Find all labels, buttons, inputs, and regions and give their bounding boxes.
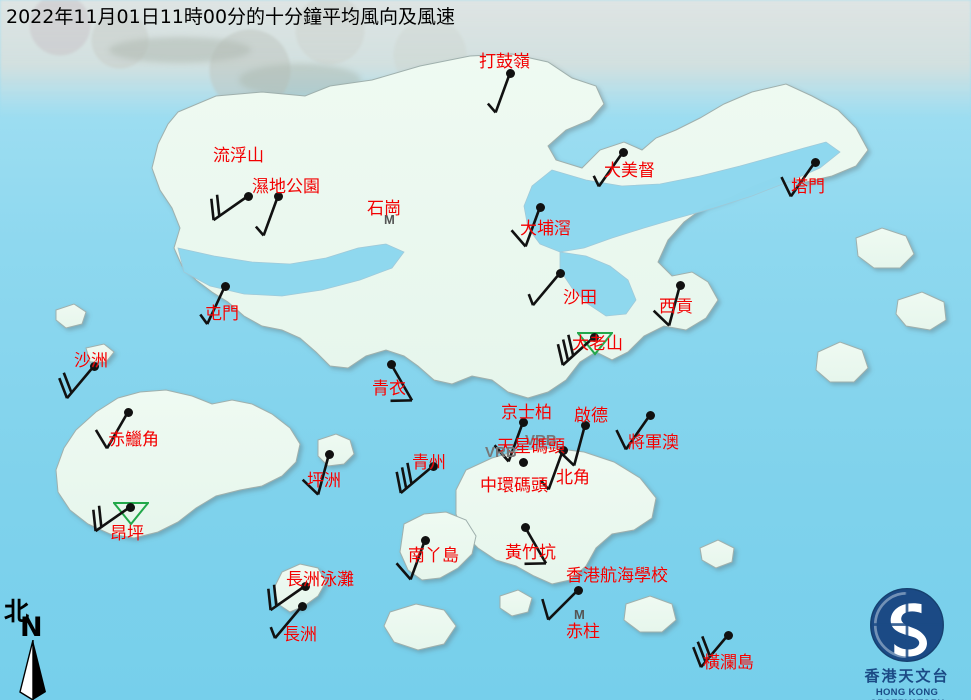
wind-barb-icon (615, 414, 652, 451)
wind-barb-icon (780, 161, 817, 198)
station-label: 天星碼頭 (497, 437, 565, 457)
map-title: 2022年11月01日11時00分的十分鐘平均風向及風速 (6, 6, 456, 28)
station-label: 大埔滘 (520, 219, 571, 239)
compass-north-cn: 北 (4, 597, 30, 626)
station-label: 長洲 (283, 625, 317, 645)
wind-barb-icon (58, 365, 95, 400)
wind-barb-icon (692, 634, 729, 669)
station-dot (89, 361, 99, 371)
wind-barb-icon (510, 206, 542, 248)
wind-barb-icon (269, 605, 303, 640)
station-label: 啟德 (574, 406, 608, 426)
station-label: 青州 (412, 453, 446, 473)
wind-barb-icon (523, 526, 548, 566)
station-label: 屯門 (205, 304, 239, 324)
wind-barb-icon (592, 151, 625, 188)
wind-barb-icon (267, 584, 306, 612)
wind-barb-icon (94, 411, 130, 450)
station-dot (645, 410, 655, 420)
wind-barb-icon (395, 539, 427, 581)
wind-barb-icon (254, 195, 280, 237)
station-label: 將軍澳 (628, 433, 679, 453)
wind-barb-icon (556, 334, 595, 367)
station-dot (518, 457, 528, 467)
station-label: 長洲泳灘 (286, 570, 354, 590)
wind-barb-icon (92, 505, 131, 533)
wind-barb-icon (652, 284, 682, 327)
wind-barb-icon (541, 589, 579, 621)
hko-emblem-icon (870, 588, 944, 662)
station-label: 大美督 (604, 161, 655, 181)
variable-direction-flag: VRB (485, 444, 517, 461)
wind-barb-icon (539, 449, 565, 491)
station-label: 橫瀾島 (703, 653, 754, 673)
station-label: 沙田 (563, 288, 597, 308)
station-label: 西貢 (659, 297, 693, 317)
station-label: 赤柱 (566, 622, 600, 642)
missing-data-flag: M (384, 212, 395, 227)
station-label: 青衣 (372, 379, 406, 399)
wind-barb-icon (301, 453, 331, 496)
missing-data-flag: M (574, 607, 585, 622)
station-label: 坪洲 (307, 471, 341, 491)
station-label: 濕地公園 (252, 177, 320, 197)
hko-name-en: HONG KONG OBSERVATORY (870, 687, 944, 700)
wind-barb-icon (389, 363, 414, 403)
variable-direction-flag: VRB (525, 432, 557, 449)
compass-needle-icon (19, 640, 46, 700)
station-label: 塔門 (791, 177, 825, 197)
wind-barb-icon (395, 462, 434, 494)
station-label: 京士柏 (501, 403, 552, 423)
station-dot (297, 601, 307, 611)
station-dot (723, 630, 733, 640)
station-label: 打鼓嶺 (479, 52, 530, 72)
hko-name-zh: 香港天文台 (864, 667, 950, 685)
station-dot (618, 147, 628, 157)
wind-barb-icon (199, 285, 227, 325)
wind-barb-icon (527, 272, 561, 307)
station-label: 石崗 (367, 199, 401, 219)
wind-barb-icon (493, 421, 525, 463)
station-label: 赤鱲角 (108, 430, 159, 450)
station-label: 黃竹坑 (505, 543, 556, 563)
station-label: 中環碼頭 (480, 476, 548, 496)
station-dot (810, 157, 820, 167)
station-label: 昂坪 (110, 524, 144, 544)
wind-barb-icon (210, 194, 249, 222)
station-label: 流浮山 (213, 146, 264, 166)
wind-barb-icon (486, 72, 512, 114)
station-label: 大老山 (572, 334, 623, 354)
hko-logo: 香港天文台 HONG KONG OBSERVATORY (846, 586, 968, 700)
station-label: 南丫島 (408, 546, 459, 566)
station-label: 香港航海學校 (566, 566, 668, 586)
station-label: 沙洲 (74, 351, 108, 371)
station-dot (555, 268, 565, 278)
compass-north-en: N (20, 612, 43, 643)
station-label: 北角 (556, 468, 590, 488)
